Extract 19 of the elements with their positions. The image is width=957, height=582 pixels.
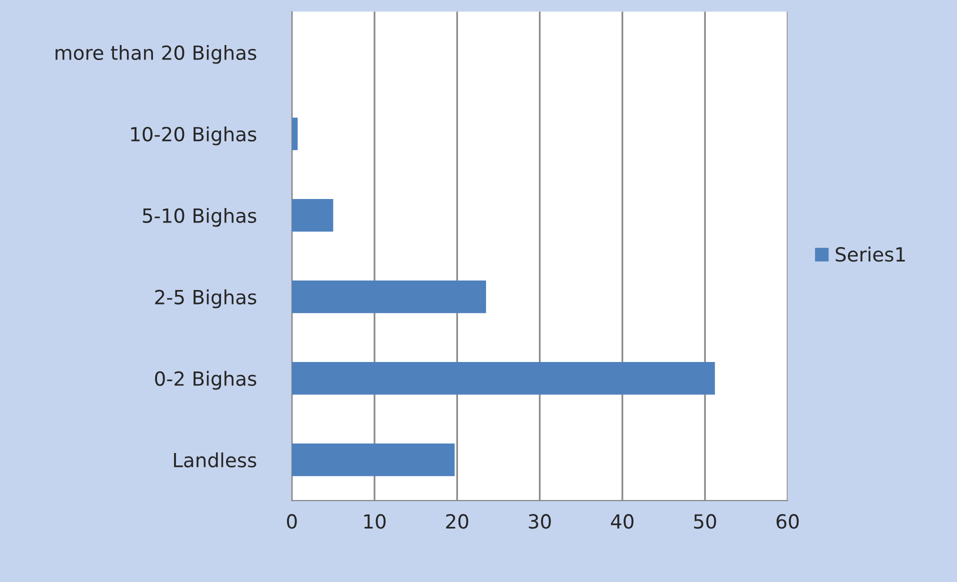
x-tick-label: 10 — [364, 514, 386, 529]
x-tick-label: 50 — [694, 514, 716, 529]
legend-label: Series1 — [836, 246, 905, 262]
x-tick-label: 30 — [528, 514, 551, 529]
bar — [292, 362, 715, 395]
bar — [292, 199, 334, 232]
y-tick-label: 5-10 Bighas — [142, 208, 256, 227]
y-tick-label: Landless — [174, 452, 256, 468]
bar — [292, 118, 298, 150]
y-tick-label: more than 20 Bighas — [56, 44, 256, 64]
y-tick-label: 0-2 Bighas — [155, 370, 256, 390]
y-tick-label: 2-5 Bighas — [155, 289, 256, 308]
y-tick-label: 10-20 Bighas — [131, 126, 256, 146]
bar — [292, 280, 486, 314]
x-tick-label: 60 — [776, 514, 799, 529]
x-tick-label: 20 — [446, 514, 468, 529]
x-tick-label: 0 — [286, 514, 297, 529]
x-tick-label: 40 — [610, 514, 634, 529]
bar — [292, 443, 455, 476]
